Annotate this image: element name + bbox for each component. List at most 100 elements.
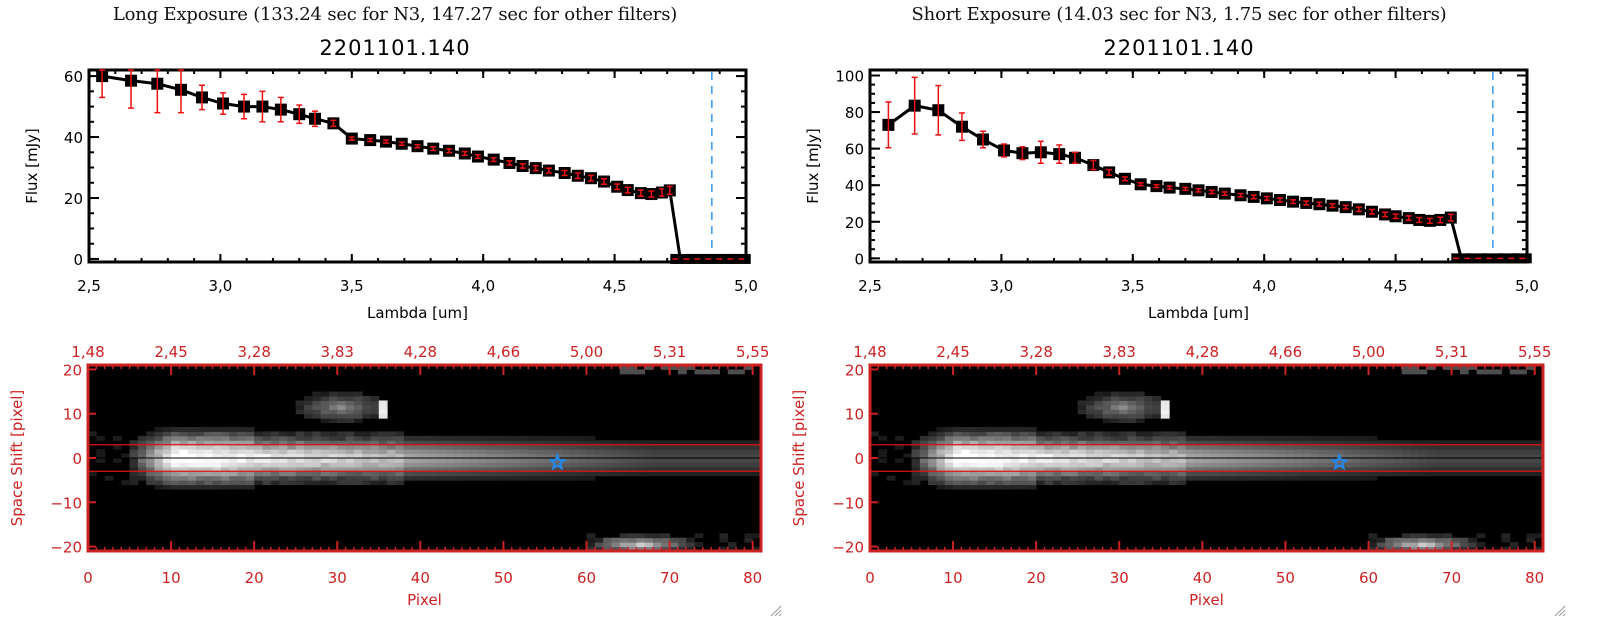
image-pixel <box>1127 466 1137 472</box>
image-pixel <box>661 458 671 463</box>
image-pixel <box>652 537 662 543</box>
image-pixel <box>412 462 421 468</box>
image-pixel <box>220 440 230 446</box>
image-pixel <box>1443 546 1453 552</box>
image-pixel <box>1160 444 1170 450</box>
image-pixel <box>1102 462 1112 468</box>
image-pixel <box>677 542 687 548</box>
image-pixel <box>744 466 754 472</box>
image-pixel <box>478 458 488 463</box>
image-pixel <box>279 453 288 459</box>
image-pixel <box>328 409 338 415</box>
exposure-title: Long Exposure (133.24 sec for N3, 147.27… <box>112 4 678 25</box>
image-pixel <box>279 466 288 472</box>
image-pixel <box>994 475 1004 481</box>
image-pixel <box>1119 480 1129 486</box>
image-pixel <box>171 440 180 446</box>
image-pixel <box>677 453 687 459</box>
image-pixel <box>1526 458 1536 463</box>
image-pixel <box>644 444 654 450</box>
image-pixel <box>212 458 222 463</box>
image-pixel <box>262 466 272 472</box>
image-pixel <box>171 484 180 490</box>
image-pixel <box>536 462 546 468</box>
image-pixel <box>1011 458 1021 463</box>
image-pixel <box>1360 475 1370 481</box>
image-pixel <box>345 418 355 424</box>
image-pixel <box>345 466 355 472</box>
image-pixel <box>1127 435 1137 441</box>
image-pixel <box>619 444 629 450</box>
image-pixel <box>445 462 455 468</box>
image-pixel <box>420 471 430 477</box>
image-pixel <box>603 537 612 543</box>
x-tick-label: 4,5 <box>603 277 627 295</box>
image-pixel <box>978 449 987 455</box>
image-pixel <box>88 431 97 437</box>
image-pixel <box>1302 453 1311 459</box>
image-pixel <box>1360 449 1370 455</box>
image-pixel <box>711 462 720 468</box>
image-pixel <box>1169 466 1178 472</box>
resize-grip-icon[interactable] <box>1554 605 1566 617</box>
image-pixel <box>652 546 662 552</box>
image-pixel <box>928 449 937 455</box>
image-pixel <box>1052 435 1062 441</box>
image-pixel <box>919 444 929 450</box>
image-pixel <box>461 471 471 477</box>
image-pixel <box>1410 462 1419 468</box>
image-pixel <box>1434 449 1444 455</box>
image-pixel <box>1169 431 1178 437</box>
image-pixel <box>403 435 413 441</box>
image-pixel <box>287 480 297 486</box>
image-pixel <box>304 480 313 486</box>
image-pixel <box>986 435 996 441</box>
image-pixel <box>928 480 937 486</box>
image-pixel <box>727 444 737 450</box>
image-pixel <box>586 466 596 472</box>
image-pixel <box>661 546 671 552</box>
image-pixel <box>1459 440 1469 446</box>
image-pixel <box>1094 400 1104 406</box>
image-pixel <box>1169 435 1178 441</box>
image-pixel <box>270 462 280 468</box>
image-pixel <box>1426 462 1436 468</box>
image-pixel <box>1227 449 1237 455</box>
image-pixel <box>478 471 488 477</box>
image-pixel <box>478 462 488 468</box>
image-pixel <box>1202 440 1212 446</box>
image-pixel <box>594 458 604 463</box>
image-pixel <box>370 449 380 455</box>
image-pixel <box>353 435 363 441</box>
image-pixel <box>736 453 745 459</box>
image-pixel <box>162 449 172 455</box>
image-pixel <box>1459 458 1469 463</box>
image-pixel <box>1302 475 1311 481</box>
image-pixel <box>295 409 305 415</box>
image-pixel <box>328 435 338 441</box>
image-pixel <box>686 440 696 446</box>
image-pixel <box>229 458 239 463</box>
image-pixel <box>986 484 996 490</box>
x-tick-label: 4,0 <box>471 277 495 295</box>
image-pixel <box>204 484 214 490</box>
image-pixel <box>969 435 979 441</box>
image-pixel <box>561 462 571 468</box>
image-pixel <box>1252 462 1262 468</box>
image-pixel <box>387 462 396 468</box>
image-pixel <box>254 440 263 446</box>
resize-grip-icon[interactable] <box>770 605 782 617</box>
image-pixel <box>478 475 488 481</box>
image-pixel <box>1393 537 1403 543</box>
image-pixel <box>569 444 579 450</box>
image-pixel <box>378 400 388 406</box>
image-pixel <box>1036 435 1045 441</box>
image-pixel <box>694 440 704 446</box>
image-pixel <box>986 480 996 486</box>
image-pixel <box>1534 444 1544 450</box>
image-pixel <box>1260 475 1270 481</box>
image-pixel <box>986 449 996 455</box>
image-pixel <box>378 413 388 419</box>
image-pixel <box>229 449 239 455</box>
image-pixel <box>911 466 921 472</box>
